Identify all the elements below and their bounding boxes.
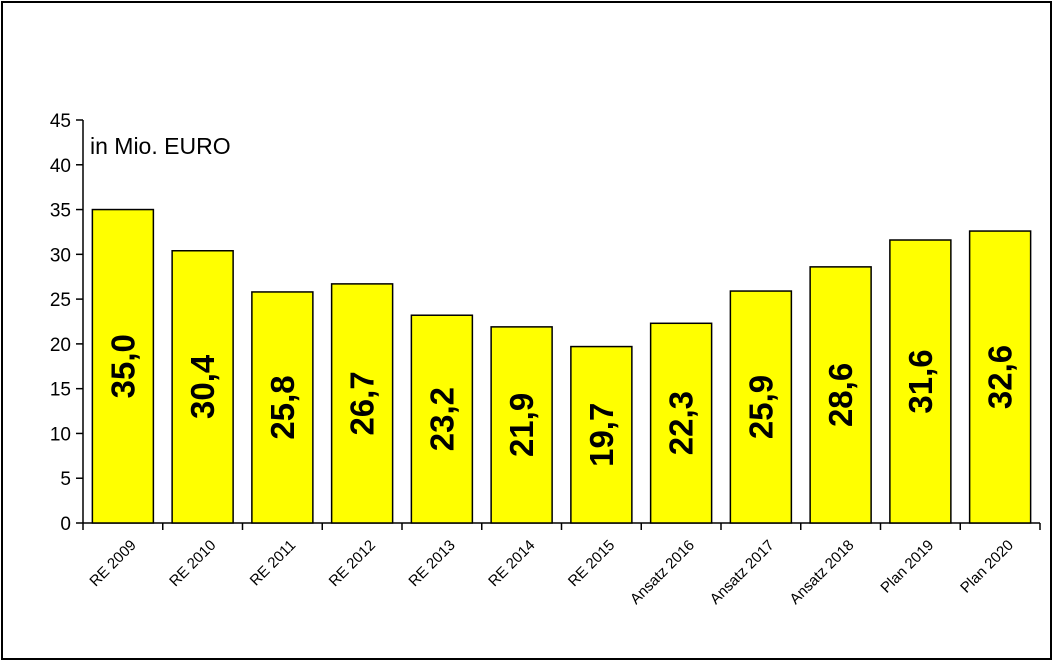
bar: [330, 283, 394, 524]
bar-value-label: 32,6: [982, 345, 1019, 409]
bar-value-label: 23,2: [423, 387, 460, 451]
y-tick-label: 15: [50, 380, 71, 401]
category-label: RE 2012: [326, 537, 379, 590]
y-tick-label: 40: [50, 156, 71, 177]
bar: [649, 322, 713, 524]
bar-value-label: 22,3: [663, 391, 700, 455]
category-label: Plan 2019: [877, 537, 937, 597]
bar: [809, 266, 872, 524]
category-label: RE 2014: [485, 537, 538, 590]
y-tick-label: 20: [50, 335, 71, 356]
bar-value-label: 25,9: [742, 375, 779, 439]
category-label: RE 2011: [247, 537, 300, 590]
bar-value-label: 31,6: [902, 349, 939, 413]
category-label: RE 2013: [405, 537, 458, 590]
bar: [570, 345, 633, 524]
bar-value-label: 21,9: [503, 393, 540, 457]
bar-value-label: 25,8: [264, 375, 301, 439]
y-axis: 0 5 10 15 20 25 30 35 40 45: [50, 111, 84, 535]
bar: [91, 208, 155, 524]
bar: [490, 326, 553, 524]
bar: [729, 290, 793, 524]
bar-value-label: 35,0: [104, 334, 141, 398]
category-label: RE 2009: [86, 537, 139, 590]
unit-note: in Mio. EURO: [90, 133, 231, 159]
bar: [410, 314, 474, 524]
category-label: Ansatz 2018: [786, 537, 857, 608]
bar: [968, 230, 1032, 524]
category-label: RE 2010: [166, 537, 219, 590]
bar-value-label: 28,6: [822, 363, 859, 427]
bar: [889, 239, 952, 524]
category-label: RE 2015: [565, 537, 618, 590]
bar-value-label: 26,7: [344, 371, 381, 435]
y-tick-label: 25: [50, 290, 71, 311]
category-label: Ansatz 2017: [707, 537, 778, 608]
y-tick-label: 30: [50, 245, 71, 266]
bar: [171, 250, 234, 524]
y-tick-label: 5: [60, 469, 71, 490]
y-tick-label: 45: [50, 111, 71, 132]
category-label: Ansatz 2016: [627, 537, 698, 608]
y-tick-label: 0: [60, 514, 71, 535]
y-tick-label: 10: [50, 424, 71, 445]
bar-value-label: 30,4: [184, 354, 221, 419]
x-axis: RE 2009 RE 2010 RE 2011 RE 2012 RE 2013 RE 20…: [82, 522, 1041, 608]
category-label: Plan 2020: [957, 537, 1017, 597]
bars: 35,0 30,4 25,8 26,7 23,2 21,9 19,7 22,3 25,9 28,6…: [91, 208, 1032, 524]
y-tick-label: 35: [50, 201, 71, 222]
bar-value-label: 19,7: [583, 403, 620, 467]
bar: [251, 291, 314, 524]
